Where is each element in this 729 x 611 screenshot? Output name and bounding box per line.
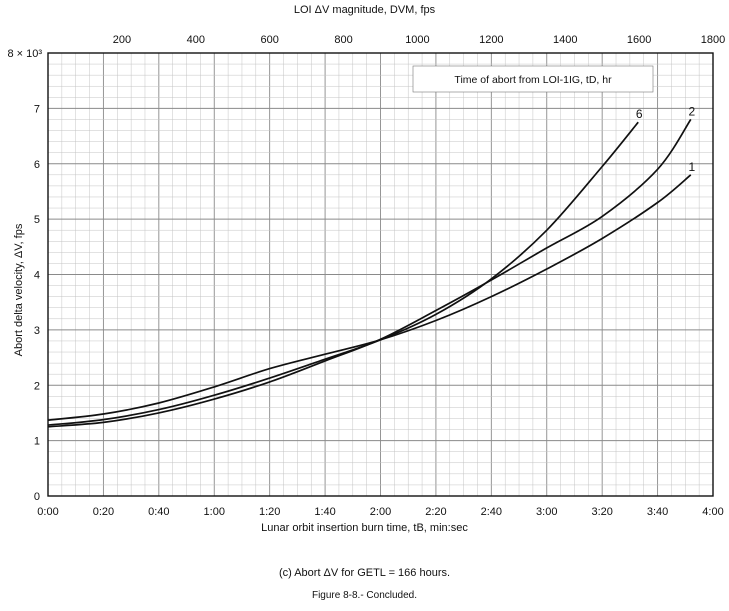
x-tick-label: 3:00 <box>536 506 557 518</box>
x-tick-label: 0:00 <box>37 506 58 518</box>
legend-title: Time of abort from LOI-1IG, tD, hr <box>454 74 612 86</box>
top-axis-tick-label: 600 <box>260 34 278 46</box>
y-tick-label: 4 <box>34 270 40 282</box>
y-tick-label: 6 <box>34 159 40 171</box>
x-tick-label: 2:00 <box>370 506 391 518</box>
top-axis-tick-label: 1800 <box>701 34 725 46</box>
y-tick-label: 7 <box>34 103 40 115</box>
top-axis-tick-label: 1600 <box>627 34 651 46</box>
x-tick-label: 2:40 <box>481 506 502 518</box>
y-tick-label: 0 <box>34 491 40 503</box>
top-axis-title: LOI ΔV magnitude, DVM, fps <box>293 4 436 16</box>
x-tick-label: 2:20 <box>425 506 446 518</box>
series-label-1: 1 <box>688 160 695 174</box>
top-axis-tick-label: 1200 <box>479 34 503 46</box>
x-tick-label: 1:20 <box>259 506 280 518</box>
y-tick-label: 5 <box>34 214 40 226</box>
y-top-tick-label: 8 × 10³ <box>7 48 42 60</box>
series-label-6: 6 <box>636 107 643 121</box>
top-axis-tick-label: 1000 <box>405 34 429 46</box>
x-tick-label: 0:20 <box>93 506 114 518</box>
grid <box>48 53 713 496</box>
top-axis-tick-label: 800 <box>334 34 352 46</box>
x-tick-label: 0:40 <box>148 506 169 518</box>
x-tick-label: 4:00 <box>702 506 723 518</box>
y-tick-label: 2 <box>34 380 40 392</box>
axis-ticks: 0:00 0:20 0:40 1:00 1:20 1:40 2:00 2:20 2:40 3:00… <box>7 34 725 518</box>
top-axis-tick-label: 200 <box>113 34 131 46</box>
legend: Time of abort from LOI-1IG, tD, hr <box>412 65 654 93</box>
series-line-6 <box>47 121 639 426</box>
x-tick-label: 1:00 <box>204 506 225 518</box>
y-axis-title: Abort delta velocity, ΔV, fps <box>13 223 25 357</box>
y-tick-label: 1 <box>34 436 40 448</box>
series-label-2: 2 <box>688 104 695 118</box>
x-axis-title: Lunar orbit insertion burn time, tB, min… <box>261 522 468 534</box>
figure-label: Figure 8-8.- Concluded. <box>311 590 418 601</box>
y-tick-label: 3 <box>34 325 40 337</box>
series-lines: 6 2 1 <box>47 104 695 428</box>
figure-caption: (c) Abort ΔV for GETL = 166 hours. <box>278 567 451 579</box>
top-axis-tick-label: 1400 <box>553 34 577 46</box>
x-tick-label: 3:20 <box>591 506 612 518</box>
plot-frame <box>47 52 714 497</box>
x-tick-label: 1:40 <box>314 506 335 518</box>
series-line-1 <box>47 174 692 421</box>
x-tick-label: 3:40 <box>647 506 668 518</box>
legend-box <box>412 65 654 93</box>
top-axis-tick-label: 400 <box>187 34 205 46</box>
series-line-2 <box>47 118 692 428</box>
